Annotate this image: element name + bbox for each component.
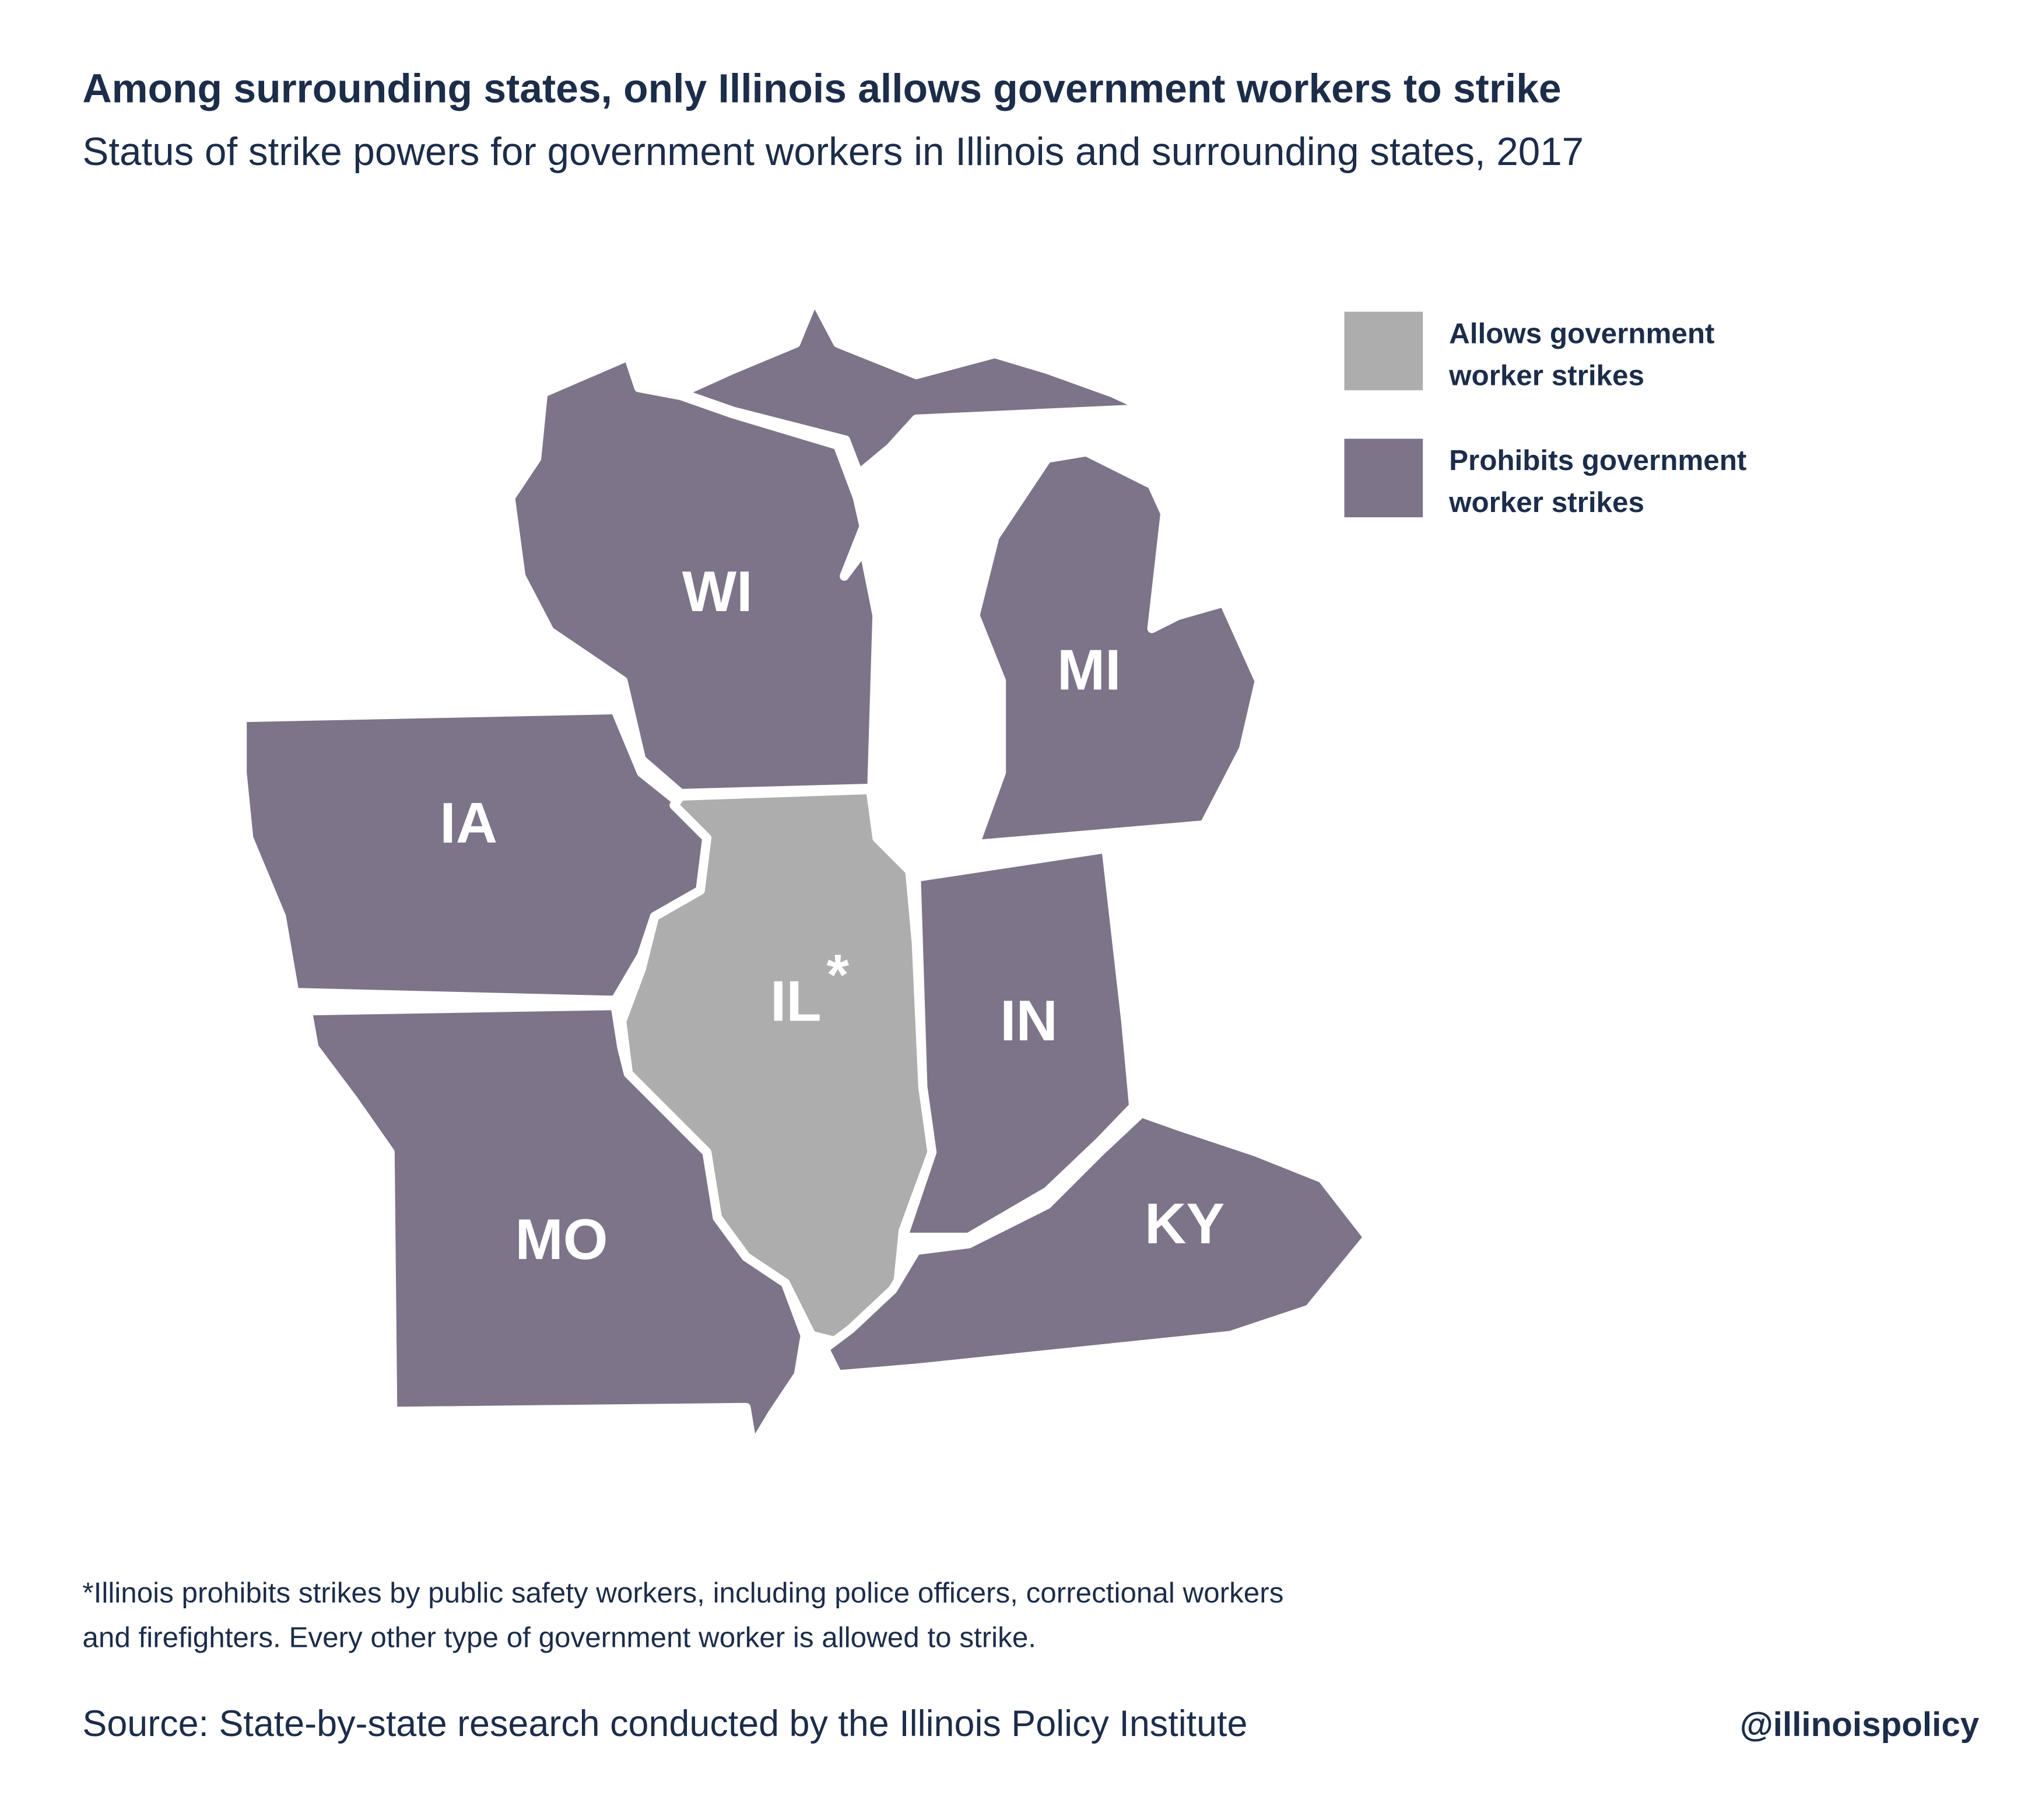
state-note-mark: * — [826, 943, 849, 1007]
source: Source: State-by-state research conducte… — [82, 1703, 1247, 1744]
state-label: IL — [770, 969, 822, 1033]
legend-swatch — [1344, 439, 1423, 518]
state-shape — [237, 705, 712, 1005]
legend-label: Prohibits government — [1449, 444, 1746, 476]
state-shape — [970, 447, 1264, 850]
state-label: WI — [682, 559, 753, 623]
legend-label: worker strikes — [1448, 486, 1644, 518]
state-shape — [820, 1108, 1373, 1380]
footnote: and firefighters. Every other type of go… — [82, 1621, 1036, 1653]
state-label: MI — [1057, 638, 1121, 702]
legend-swatch — [1344, 311, 1423, 391]
state-label: IA — [440, 791, 497, 855]
legend-label: Allows government — [1449, 317, 1714, 349]
state-shape — [899, 844, 1138, 1242]
subtitle: Status of strike powers for government w… — [82, 130, 1584, 174]
state-shape — [676, 294, 1152, 479]
footnote: *Illinois prohibits strikes by public sa… — [82, 1577, 1283, 1609]
state-label: IN — [1000, 988, 1058, 1053]
legend-label: worker strikes — [1448, 359, 1644, 391]
state-label: MO — [515, 1207, 608, 1271]
handle: @illinoispolicy — [1740, 1706, 1980, 1744]
map: WI MI IA IL * IN MO KY — [237, 294, 1373, 1451]
title: Among surrounding states, only Illinois … — [82, 65, 1561, 111]
state-shape — [303, 1001, 810, 1451]
state-label: KY — [1145, 1191, 1225, 1256]
legend: Allows government worker strikes Prohibits… — [1344, 311, 1746, 518]
